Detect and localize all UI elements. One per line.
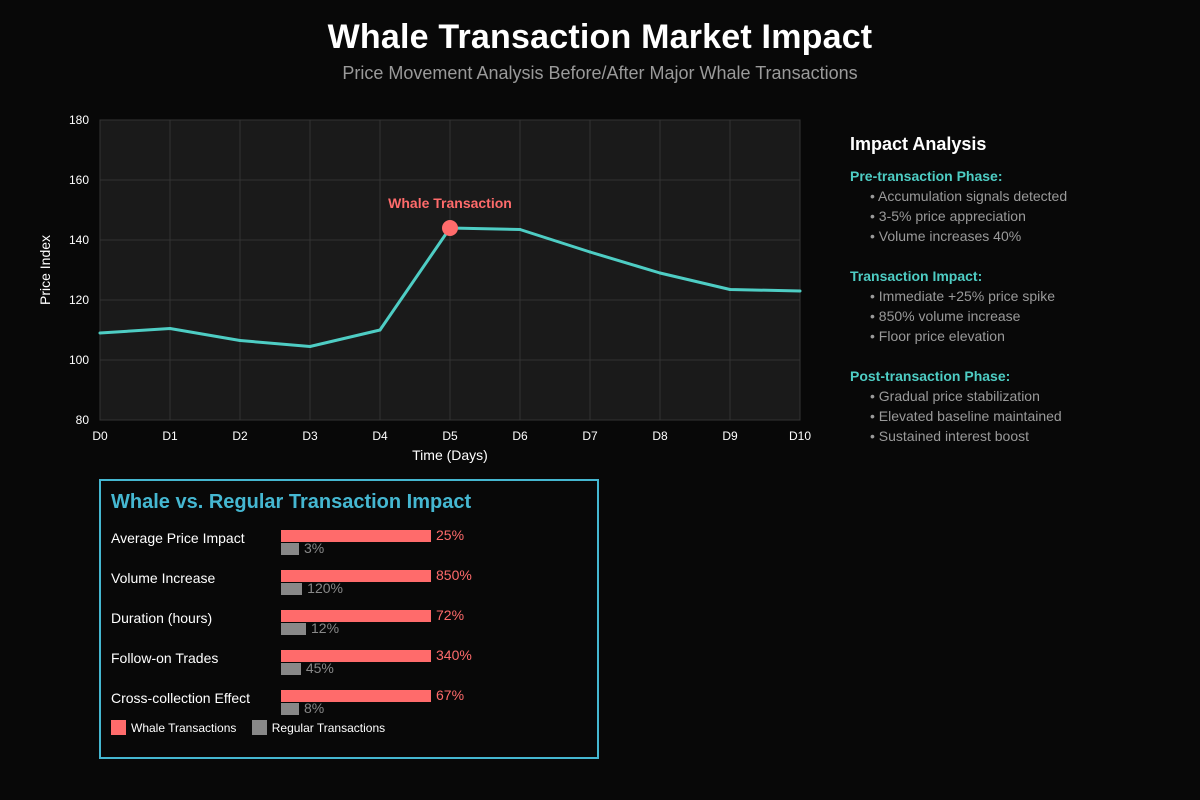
x-tick-label: D3 [302, 429, 318, 443]
y-tick-label: 80 [76, 413, 90, 427]
price-point [798, 289, 802, 293]
x-tick-label: D6 [512, 429, 528, 443]
legend-label: Regular Transactions [271, 720, 386, 735]
legend-label: Whale Transactions [131, 720, 237, 735]
x-tick-labels: D0 D1 D2 D3 D4 D5 D6 D7 D8 D9 D10 [92, 429, 811, 443]
regular-value-label: 3% [304, 540, 325, 556]
price-point [308, 345, 312, 348]
phase-transaction-impact: Transaction Impact: • Immediate +25% pri… [850, 266, 1180, 346]
x-tick-label: D2 [232, 429, 248, 443]
metric-row: Follow-on Trades 340% 45% [111, 646, 591, 676]
phase-item: • Accumulation signals detected [870, 188, 1068, 204]
regular-bar [281, 583, 303, 595]
phase-post-transaction: Post-transaction Phase: • Gradual price … [850, 366, 1180, 446]
price-point [238, 339, 242, 342]
x-tick-label: D5 [442, 429, 458, 443]
price-point [728, 288, 732, 291]
x-tick-label: D0 [92, 429, 108, 443]
metric-label: Follow-on Trades [111, 650, 219, 666]
price-point [518, 228, 522, 231]
phase-item: • Elevated baseline maintained [870, 408, 1062, 424]
phase-item: • Immediate +25% price spike [870, 288, 1056, 304]
y-tick-labels: 80 100 120 140 160 180 [69, 113, 89, 427]
phase-item: • 3-5% price appreciation [870, 208, 1026, 224]
whale-bar [281, 690, 431, 702]
metric-row: Volume Increase 850% 120% [111, 566, 591, 596]
legend-item-regular: Regular Transactions [251, 720, 386, 736]
comparison-legend: Whale Transactions Regular Transactions [111, 720, 397, 736]
metric-label: Cross-collection Effect [111, 690, 251, 706]
x-tick-label: D8 [652, 429, 668, 443]
whale-bar [281, 650, 431, 662]
metric-row: Average Price Impact 25% 3% [111, 526, 591, 556]
whale-value-label: 67% [436, 687, 465, 703]
phase-title: Post-transaction Phase: [850, 368, 1011, 384]
regular-bar [281, 623, 306, 635]
phase-item: • Sustained interest boost [870, 428, 1029, 444]
regular-value-label: 8% [304, 700, 325, 716]
impact-analysis-panel: Impact Analysis Pre-transaction Phase: •… [850, 132, 1180, 466]
whale-value-label: 25% [436, 527, 465, 543]
whale-bar [281, 530, 431, 542]
phase-item: • 850% volume increase [870, 308, 1021, 324]
grid-lines [99, 119, 801, 421]
metric-label: Duration (hours) [111, 610, 213, 626]
x-tick-label: D7 [582, 429, 598, 443]
regular-value-label: 120% [307, 580, 343, 596]
phase-item: • Floor price elevation [870, 328, 1005, 344]
price-point [98, 331, 102, 335]
phase-item: • Volume increases 40% [870, 228, 1022, 244]
regular-value-label: 12% [311, 620, 340, 636]
y-tick-label: 100 [69, 353, 89, 367]
price-point [378, 328, 382, 332]
regular-bar [281, 703, 299, 715]
phase-item: • Gradual price stabilization [870, 388, 1040, 404]
whale-value-label: 72% [436, 607, 465, 623]
y-tick-label: 180 [69, 113, 89, 127]
whale-transaction-marker [442, 220, 458, 236]
y-tick-label: 140 [69, 233, 89, 247]
whale-value-label: 340% [436, 647, 472, 663]
regular-value-label: 45% [305, 660, 334, 676]
metric-label: Volume Increase [111, 570, 216, 586]
price-point [588, 250, 592, 254]
whale-vs-regular-panel: Whale vs. Regular Transaction Impact Ave… [99, 479, 599, 759]
metric-row: Duration (hours) 72% 12% [111, 606, 591, 636]
regular-bar [281, 543, 299, 555]
legend-item-whale: Whale Transactions [111, 720, 237, 736]
phase-title: Transaction Impact: [850, 268, 983, 284]
metric-row: Cross-collection Effect 67% 8% [111, 686, 591, 716]
whale-value-label: 850% [436, 567, 472, 583]
metric-label: Average Price Impact [111, 530, 245, 546]
impact-analysis-title: Impact Analysis [850, 134, 987, 154]
whale-swatch [111, 720, 126, 736]
regular-swatch [251, 720, 267, 736]
x-tick-label: D10 [789, 429, 811, 443]
whale-bar [281, 570, 431, 582]
whale-transaction-annotation: Whale Transaction [388, 195, 512, 211]
comparison-title: Whale vs. Regular Transaction Impact [111, 491, 472, 513]
page-title: Whale Transaction Market Impact [327, 18, 873, 56]
x-axis-label: Time (Days) [412, 447, 488, 463]
price-point [658, 271, 662, 275]
phase-title: Pre-transaction Phase: [850, 168, 1003, 184]
whale-bar [281, 610, 431, 622]
x-tick-label: D4 [372, 429, 388, 443]
y-tick-label: 160 [69, 173, 89, 187]
x-tick-label: D9 [722, 429, 738, 443]
page-subtitle: Price Movement Analysis Before/After Maj… [342, 63, 858, 83]
y-tick-label: 120 [69, 293, 89, 307]
x-tick-label: D1 [162, 429, 178, 443]
phase-pre-transaction: Pre-transaction Phase: • Accumulation si… [850, 166, 1180, 246]
y-axis-label: Price Index [37, 235, 53, 305]
price-point [168, 327, 172, 330]
regular-bar [281, 663, 301, 675]
